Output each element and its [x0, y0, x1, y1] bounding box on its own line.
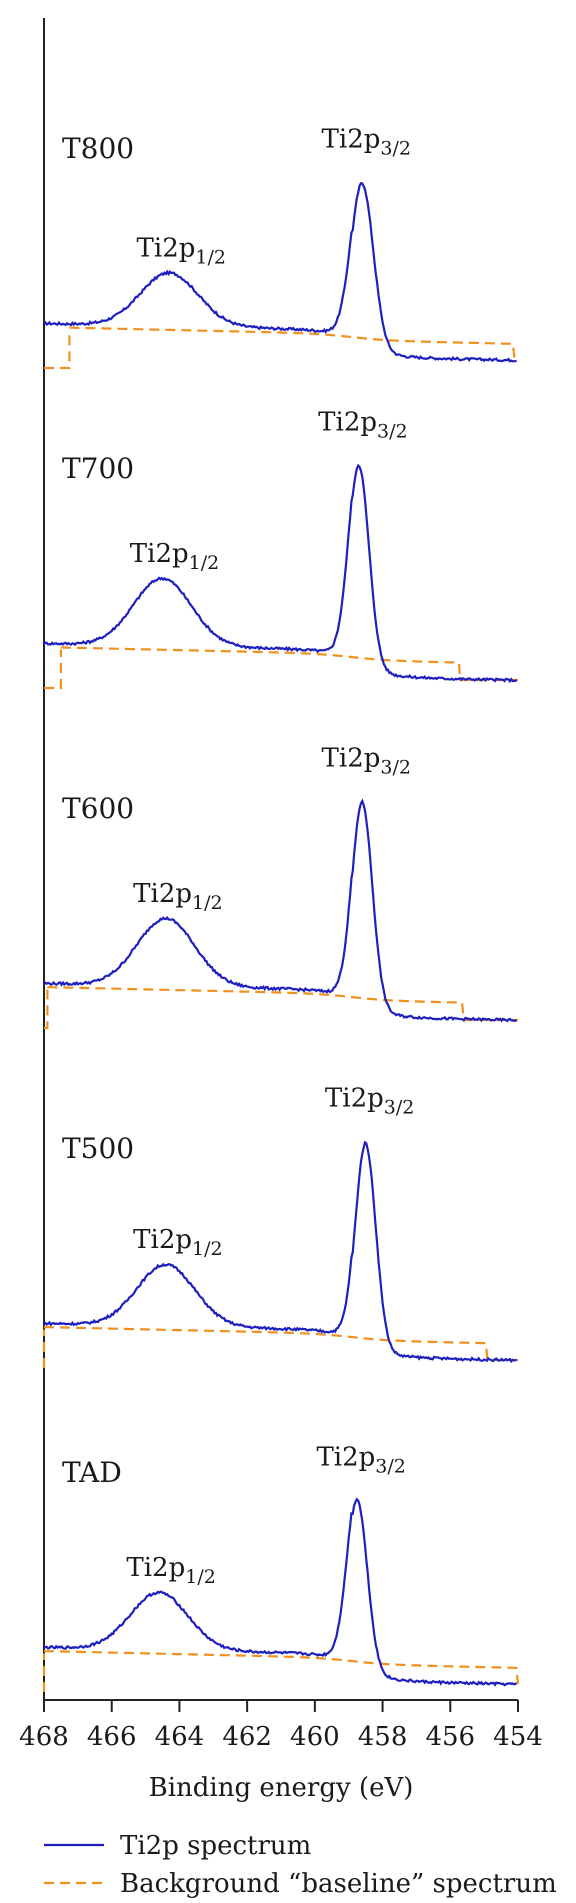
panel-t500: T500 Ti2p1/2 Ti2p3/2 [42, 1084, 518, 1368]
x-tick-label-454: 454 [493, 1722, 543, 1752]
spectrum-line-t800 [44, 181, 517, 363]
panel-label-t600: T600 [62, 792, 134, 825]
spectrum-line-t700 [43, 463, 518, 684]
spectrum-panels: T800Ti2p1/2Ti2p3/2T700Ti2p1/2Ti2p3/2T600… [42, 125, 520, 1692]
spectrum-line-tad [43, 1497, 518, 1687]
legend-label-spectrum: Ti2p spectrum [120, 1831, 311, 1861]
peak-label-ti2p32-t600: Ti2p3/2 [322, 744, 411, 779]
spectrum-line-t500 [43, 1140, 517, 1364]
x-tick-label-458: 458 [358, 1722, 408, 1752]
baseline-line-t800 [44, 326, 518, 370]
panel-label-t500: T500 [62, 1132, 134, 1165]
baseline-line-t700 [44, 646, 518, 690]
peak-label-ti2p12-t700: Ti2p1/2 [130, 539, 219, 574]
panel-t800: T800 Ti2p1/2 Ti2p3/2 [44, 125, 518, 370]
panel-tad: TAD Ti2p1/2 Ti2p3/2 [42, 1442, 520, 1692]
x-tick-label-464: 464 [155, 1722, 205, 1752]
panel-label-t800: T800 [62, 132, 134, 165]
peak-label-ti2p32-t500: Ti2p3/2 [325, 1084, 414, 1119]
x-axis-title: Binding energy (eV) [149, 1773, 414, 1803]
peak-label-ti2p12-t800: Ti2p1/2 [137, 233, 226, 268]
legend: Ti2p spectrum Background “baseline” spec… [44, 1831, 557, 1899]
peak-label-ti2p32-t700: Ti2p3/2 [318, 408, 407, 443]
x-axis-ticks: 468 466 464 462 460 458 456 454 [19, 1700, 543, 1752]
x-tick-label-456: 456 [425, 1722, 475, 1752]
peak-label-ti2p12-tad: Ti2p1/2 [126, 1553, 215, 1588]
panel-label-t700: T700 [62, 452, 134, 485]
x-tick-label-466: 466 [87, 1722, 137, 1752]
peak-label-ti2p32-tad: Ti2p3/2 [316, 1442, 405, 1477]
legend-label-baseline: Background “baseline” spectrum [120, 1869, 557, 1899]
x-tick-label-460: 460 [290, 1722, 340, 1752]
baseline-line-t600 [44, 986, 518, 1030]
baseline-line-tad [42, 1650, 520, 1692]
panel-t700: T700 Ti2p1/2 Ti2p3/2 [43, 408, 518, 690]
x-tick-label-462: 462 [222, 1722, 272, 1752]
spectrum-line-t600 [43, 798, 518, 1023]
x-tick-label-468: 468 [19, 1722, 69, 1752]
peak-label-ti2p32-t800: Ti2p3/2 [322, 125, 411, 160]
panel-t600: T600 Ti2p1/2 Ti2p3/2 [43, 744, 518, 1030]
peak-label-ti2p12-t500: Ti2p1/2 [133, 1225, 222, 1260]
panel-label-tad: TAD [62, 1456, 122, 1489]
baseline-line-t500 [42, 1326, 518, 1368]
peak-label-ti2p12-t600: Ti2p1/2 [133, 879, 222, 914]
